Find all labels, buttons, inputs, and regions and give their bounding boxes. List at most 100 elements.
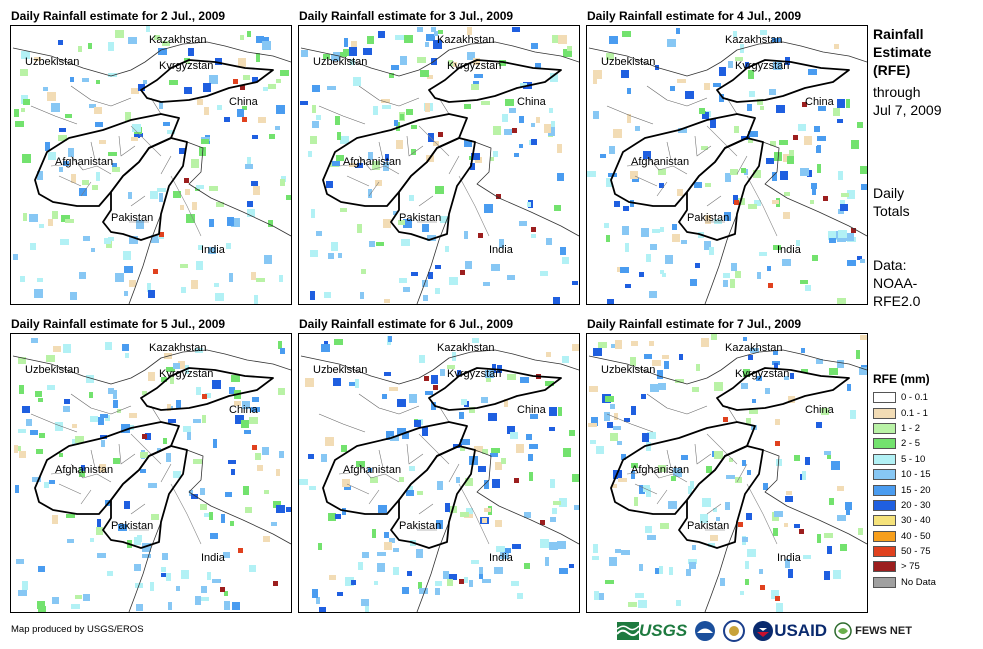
rainfall-cell <box>94 107 102 114</box>
rainfall-cell <box>818 106 826 111</box>
rainfall-cell <box>105 342 112 350</box>
rainfall-cell <box>621 454 626 460</box>
rainfall-cell <box>490 453 498 457</box>
heavy-rain-cell <box>220 587 225 592</box>
rainfall-cell <box>20 69 28 76</box>
heavy-rain-cell <box>438 132 443 137</box>
rainfall-cell <box>256 53 260 62</box>
rainfall-cell <box>494 567 503 574</box>
rainfall-cell <box>345 577 354 586</box>
rainfall-cell <box>334 339 343 345</box>
rainfall-cell <box>123 251 131 260</box>
rainfall-cell <box>681 455 688 460</box>
country-label-kyrgyzstan: Kyrgyzstan <box>735 60 790 72</box>
rainfall-cell <box>808 69 817 75</box>
rainfall-cell <box>19 451 26 458</box>
rainfall-cell <box>72 424 77 428</box>
rainfall-cell <box>690 481 694 489</box>
rainfall-map: Kazakhstan Uzbekistan Kyrgyzstan China Afgha… <box>298 25 580 305</box>
rainfall-cell <box>482 518 487 523</box>
rainfall-cell <box>176 586 180 591</box>
rainfall-cell <box>735 271 741 278</box>
rainfall-cell <box>301 50 308 57</box>
rainfall-cell <box>409 466 415 471</box>
rainfall-cell <box>390 436 399 441</box>
rainfall-cell <box>821 408 829 415</box>
rainfall-cell <box>612 484 617 488</box>
legend-swatch <box>873 499 896 511</box>
rainfall-cell <box>837 486 844 491</box>
rainfall-cell <box>613 129 622 138</box>
rainfall-cell <box>53 346 61 352</box>
rainfall-cell <box>376 242 384 246</box>
rainfall-cell <box>805 285 811 291</box>
rainfall-cell <box>499 60 506 66</box>
legend-label: 0.1 - 1 <box>901 407 928 419</box>
rainfall-cell <box>269 134 275 139</box>
rainfall-cell <box>435 288 440 294</box>
country-label-india: India <box>777 244 801 256</box>
rainfall-cell <box>367 36 374 44</box>
rainfall-cell <box>159 102 163 109</box>
rainfall-cell <box>481 397 488 403</box>
rainfall-cell <box>115 30 124 38</box>
rainfall-cell <box>639 272 644 277</box>
rainfall-cell <box>647 432 656 439</box>
rainfall-cell <box>623 206 629 211</box>
rainfall-cell <box>723 273 730 278</box>
rainfall-cell <box>124 266 133 273</box>
rainfall-cell <box>550 73 558 82</box>
rainfall-cell <box>851 140 859 149</box>
india-border <box>704 449 867 612</box>
rainfall-cell <box>622 226 629 235</box>
rainfall-cell <box>247 209 255 217</box>
kazakhstan-border <box>300 41 579 77</box>
rainfall-cell <box>514 153 519 157</box>
rainfall-cell <box>209 219 214 227</box>
rainfall-cell <box>343 49 352 56</box>
rainfall-cell <box>713 83 721 87</box>
country-label-kyrgyzstan: Kyrgyzstan <box>447 368 502 380</box>
rainfall-cell <box>249 417 258 424</box>
rainfall-cell <box>604 412 610 421</box>
rainfall-cell <box>800 280 808 284</box>
rainfall-cell <box>702 112 709 119</box>
rainfall-cell <box>773 62 782 70</box>
rainfall-cell <box>385 154 389 161</box>
rainfall-cell <box>184 87 192 94</box>
rainfall-cell <box>646 488 651 497</box>
rainfall-cell <box>401 239 410 246</box>
rainfall-cell <box>161 377 167 382</box>
rainfall-cell <box>14 109 19 117</box>
rainfall-cell <box>696 364 700 371</box>
country-label-china: China <box>805 404 834 416</box>
rainfall-cell <box>798 124 806 131</box>
rainfall-cell <box>191 280 198 289</box>
rainfall-cell <box>331 54 336 61</box>
partner-logos: USGS USAID FEWS NET <box>617 618 919 644</box>
rainfall-cell <box>30 243 36 250</box>
rainfall-cell <box>148 372 155 381</box>
rainfall-cell <box>593 544 598 553</box>
rainfall-cell <box>257 465 263 471</box>
rainfall-cell <box>800 168 809 176</box>
map-canvas <box>588 334 867 612</box>
rainfall-cell <box>286 507 291 512</box>
rainfall-cell <box>676 600 681 606</box>
rainfall-cell <box>746 418 751 425</box>
heavy-rain-cell <box>531 227 536 232</box>
side-title-line: (RFE) <box>873 62 911 78</box>
rainfall-cell <box>129 280 136 287</box>
rainfall-cell <box>774 511 783 517</box>
rainfall-cell <box>448 574 457 580</box>
rainfall-cell <box>649 341 654 346</box>
rainfall-cell <box>399 278 407 283</box>
rainfall-cell <box>788 569 793 578</box>
rainfall-cell <box>470 163 475 170</box>
rainfall-cell <box>319 607 326 612</box>
rainfall-cell <box>168 419 176 423</box>
rainfall-cell <box>817 164 821 173</box>
panel-title: Daily Rainfall estimate for 5 Jul., 2009 <box>11 317 226 331</box>
country-label-pakistan: Pakistan <box>687 212 730 224</box>
rainfall-cell <box>414 420 421 427</box>
